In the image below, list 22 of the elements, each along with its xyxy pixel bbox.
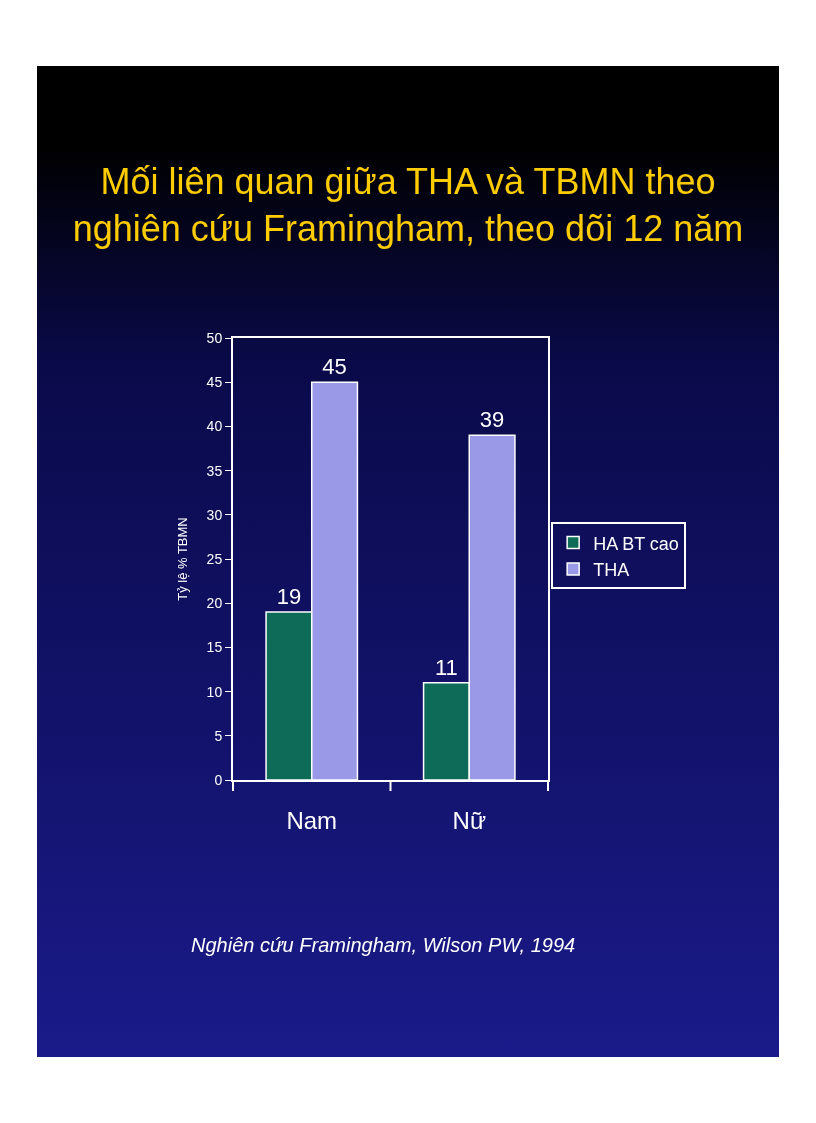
legend-label: THA xyxy=(593,560,630,581)
x-tick-label: Nam xyxy=(286,806,338,834)
chart-title: Mối liên quan giữa THA và TBMN theo nghiên cứu Framingham, theo dõi 12 năm xyxy=(72,161,744,249)
y-tick-label: 50 xyxy=(206,329,223,346)
text: Nghiên cứu Framingham, Wilson PW, 1994 xyxy=(191,934,576,956)
y-tick-label: 30 xyxy=(206,506,223,523)
y-axis-title: Tỷ lệ % TBMN xyxy=(175,517,191,601)
x-tick-label: Nữ xyxy=(452,806,486,834)
y-tick-label: 0 xyxy=(214,771,223,788)
y-tick-label: 35 xyxy=(206,462,223,479)
y-tick-label: 5 xyxy=(214,727,223,744)
y-tick-label: 25 xyxy=(206,550,223,567)
data-label: 39 xyxy=(479,407,505,433)
data-label: 19 xyxy=(276,584,302,610)
data-label: 45 xyxy=(322,354,347,380)
y-tick-label: 15 xyxy=(206,639,223,656)
y-tick-label: 40 xyxy=(206,418,223,435)
legend-label: HA BT cao xyxy=(593,533,679,554)
y-tick-label: 45 xyxy=(206,374,223,391)
data-label: 11 xyxy=(434,654,458,680)
y-tick-label: 10 xyxy=(206,683,223,700)
y-tick-label: 20 xyxy=(206,595,223,612)
